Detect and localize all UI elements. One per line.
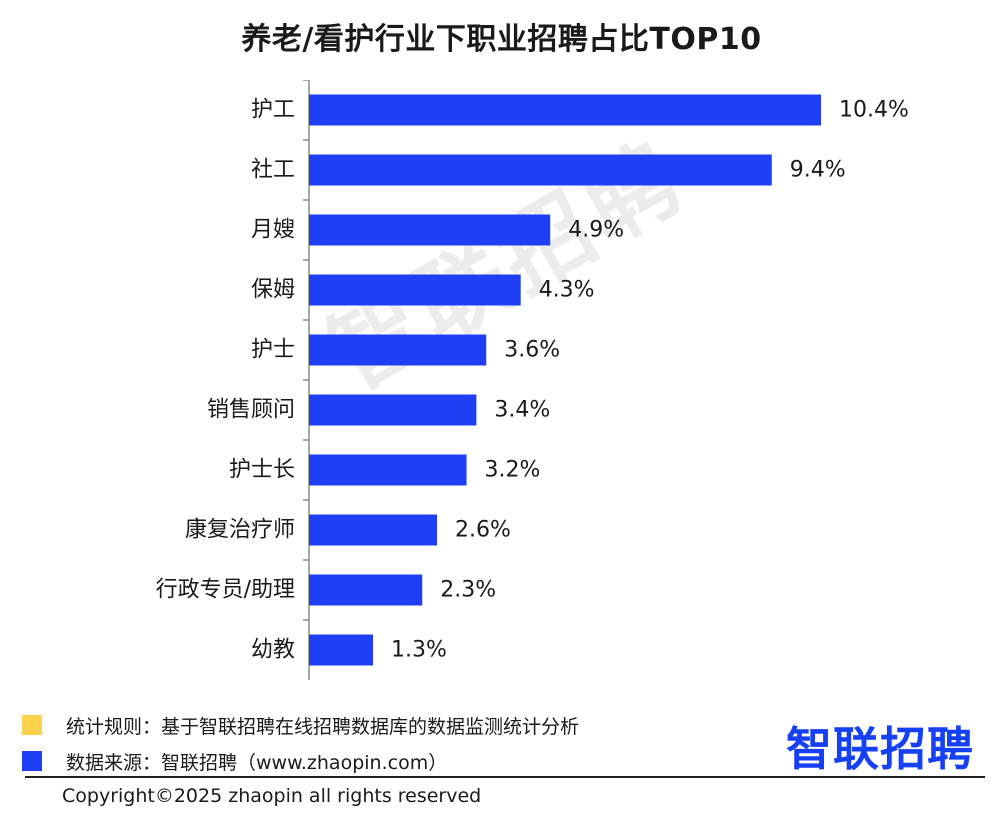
value-label: 4.9% — [568, 218, 624, 243]
bar-chart: 护工 10.4% 社工 9.4% 月嫂 4.9% 保姆 4.3% 护士 3.6% 销售顾问 3.4% 护… — [156, 80, 909, 680]
category-label: 幼教 — [251, 638, 295, 663]
note-rule: 统计规则：基于智联招聘在线招聘数据库的数据监测统计分析 — [22, 707, 579, 743]
category-label: 行政专员/助理 — [156, 578, 295, 603]
category-label: 护士长 — [229, 458, 295, 483]
bar — [309, 634, 373, 666]
category-label: 销售顾问 — [207, 398, 295, 423]
copyright: Copyright©2025 zhaopin all rights reserv… — [62, 785, 482, 807]
bar — [309, 514, 437, 546]
value-label: 3.6% — [504, 338, 560, 363]
bar — [309, 154, 772, 186]
bar — [309, 574, 423, 606]
legend-square-blue — [22, 751, 42, 771]
category-label: 月嫂 — [251, 218, 295, 243]
bar — [309, 394, 477, 426]
note-rule-text: 统计规则：基于智联招聘在线招聘数据库的数据监测统计分析 — [66, 715, 580, 738]
value-label: 10.4% — [839, 98, 909, 123]
note-source-text: 数据来源：智联招聘（www.zhaopin.com） — [66, 751, 448, 774]
bar — [309, 334, 487, 366]
category-label: 保姆 — [251, 278, 295, 303]
value-label: 2.6% — [455, 518, 511, 543]
value-label: 3.2% — [485, 458, 541, 483]
value-label: 9.4% — [790, 158, 846, 183]
chart-title: 养老/看护行业下职业招聘占比TOP10 — [241, 22, 762, 57]
bar — [309, 214, 551, 246]
zhaopin-logo: 智联招聘 — [786, 722, 974, 776]
bar — [309, 94, 821, 126]
value-label: 2.3% — [440, 578, 496, 603]
value-label: 4.3% — [539, 278, 595, 303]
value-label: 1.3% — [391, 638, 447, 663]
category-label: 护工 — [251, 98, 295, 123]
notes: 统计规则：基于智联招聘在线招聘数据库的数据监测统计分析 数据来源：智联招聘（ww… — [22, 707, 579, 779]
category-label: 康复治疗师 — [185, 518, 295, 543]
divider — [25, 776, 985, 778]
value-label: 3.4% — [494, 398, 550, 423]
category-label: 护士 — [251, 338, 295, 363]
category-label: 社工 — [251, 158, 295, 183]
bar — [309, 454, 467, 486]
legend-square-yellow — [22, 715, 42, 735]
bar — [309, 274, 521, 306]
note-source: 数据来源：智联招聘（www.zhaopin.com） — [22, 743, 579, 779]
